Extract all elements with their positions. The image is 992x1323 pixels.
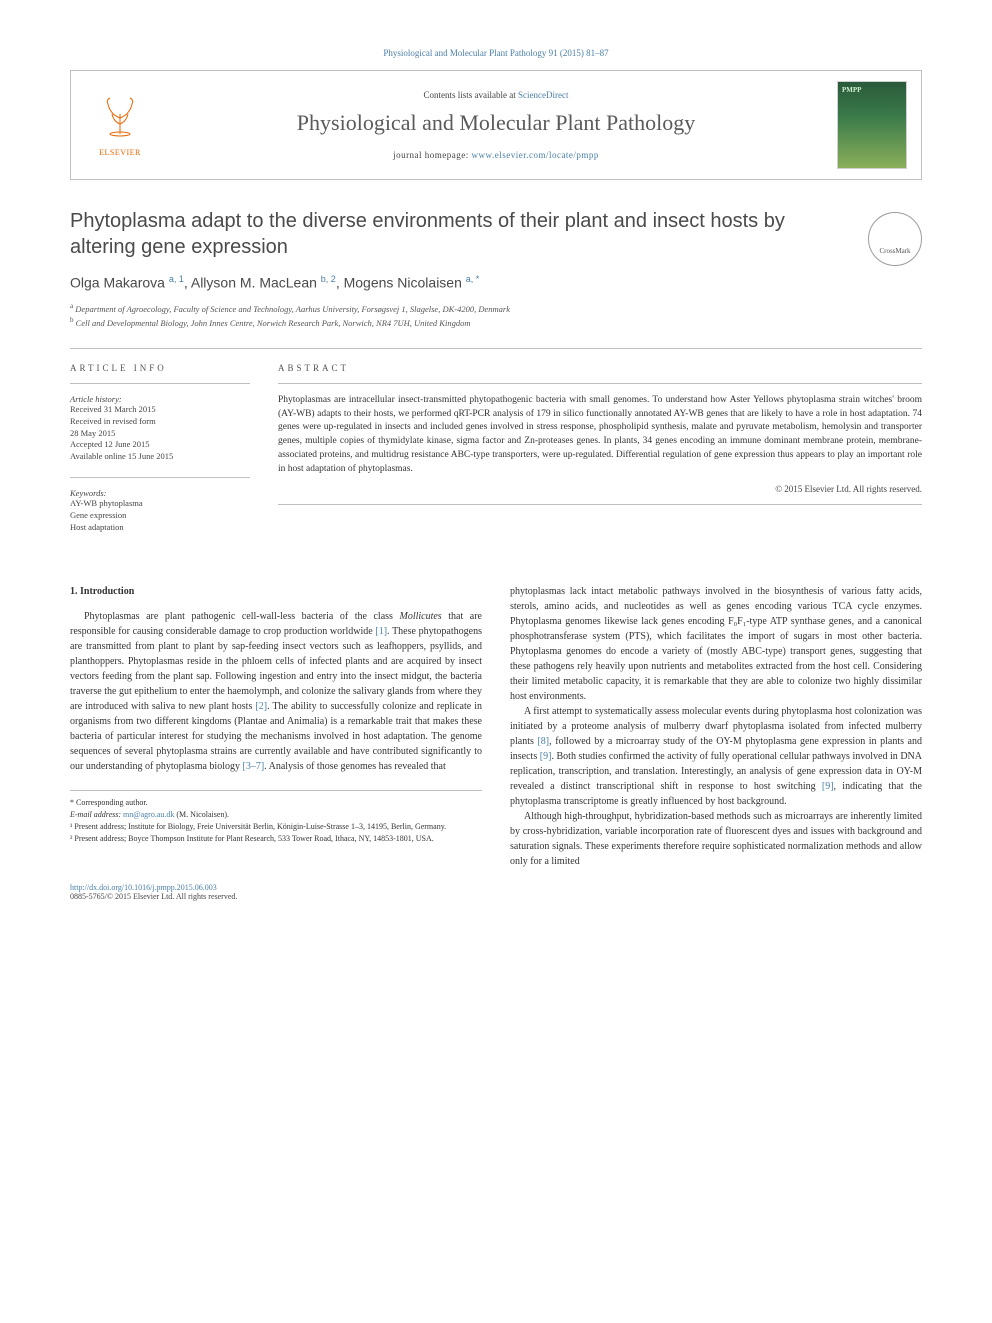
divider (278, 504, 922, 505)
email-suffix: (M. Nicolaisen). (174, 810, 229, 819)
bottom-bar: http://dx.doi.org/10.1016/j.pmpp.2015.06… (70, 883, 922, 901)
abstract-copyright: © 2015 Elsevier Ltd. All rights reserved… (278, 484, 922, 494)
divider (70, 383, 250, 384)
body-paragraph: A first attempt to systematically assess… (510, 704, 922, 809)
title-block: Phytoplasma adapt to the diverse environ… (70, 208, 854, 330)
info-abstract-row: ARTICLE INFO Article history: Received 3… (70, 363, 922, 548)
history-line: Received 31 March 2015 (70, 404, 250, 416)
corresponding-author: * Corresponding author. (70, 797, 482, 809)
body-column-left: 1. Introduction Phytoplasmas are plant p… (70, 584, 482, 869)
contents-prefix: Contents lists available at (424, 90, 518, 100)
journal-name: Physiological and Molecular Plant Pathol… (163, 110, 829, 136)
contents-available-line: Contents lists available at ScienceDirec… (163, 90, 829, 100)
keyword: Gene expression (70, 510, 250, 522)
doi-link[interactable]: http://dx.doi.org/10.1016/j.pmpp.2015.06… (70, 883, 217, 892)
affiliations: a Department of Agroecology, Faculty of … (70, 301, 854, 330)
publisher-logo-block: ELSEVIER (85, 95, 155, 155)
abstract-header: ABSTRACT (278, 363, 922, 373)
homepage-line: journal homepage: www.elsevier.com/locat… (163, 150, 829, 160)
keyword: Host adaptation (70, 522, 250, 534)
article-info-header: ARTICLE INFO (70, 363, 250, 373)
history-line: Accepted 12 June 2015 (70, 439, 250, 451)
body-paragraph: phytoplasmas lack intact metabolic pathw… (510, 584, 922, 704)
header-center: Contents lists available at ScienceDirec… (155, 90, 837, 160)
body-column-right: phytoplasmas lack intact metabolic pathw… (510, 584, 922, 869)
section-heading: 1. Introduction (70, 584, 482, 599)
article-info-column: ARTICLE INFO Article history: Received 3… (70, 363, 250, 548)
sciencedirect-link[interactable]: ScienceDirect (518, 90, 568, 100)
affiliation-a: a Department of Agroecology, Faculty of … (70, 301, 854, 316)
publisher-name: ELSEVIER (99, 148, 141, 157)
cover-label: PMPP (842, 86, 861, 94)
citation-line: Physiological and Molecular Plant Pathol… (70, 48, 922, 58)
article-history: Article history: Received 31 March 2015 … (70, 394, 250, 463)
body-paragraph: Although high-throughput, hybridization-… (510, 809, 922, 869)
body-paragraph: Phytoplasmas are plant pathogenic cell-w… (70, 609, 482, 774)
crossmark-badge[interactable]: CrossMark (868, 212, 922, 266)
journal-header: ELSEVIER Contents lists available at Sci… (70, 70, 922, 180)
elsevier-logo: ELSEVIER (93, 95, 148, 155)
abstract-column: ABSTRACT Phytoplasmas are intracellular … (278, 363, 922, 548)
article-title: Phytoplasma adapt to the diverse environ… (70, 208, 854, 260)
affiliation-b: b Cell and Developmental Biology, John I… (70, 315, 854, 330)
affiliation-b-text: Cell and Developmental Biology, John Inn… (76, 318, 471, 328)
body-columns: 1. Introduction Phytoplasmas are plant p… (70, 584, 922, 869)
footnotes: * Corresponding author. E-mail address: … (70, 790, 482, 845)
elsevier-tree-icon (98, 94, 142, 146)
authors-line: Olga Makarova a, 1, Allyson M. MacLean b… (70, 274, 854, 291)
crossmark-icon (885, 224, 905, 244)
issn-copyright: 0885-5765/© 2015 Elsevier Ltd. All right… (70, 892, 922, 901)
crossmark-label: CrossMark (879, 247, 910, 255)
email-label: E-mail address: (70, 810, 123, 819)
footnote-2: ² Present address; Boyce Thompson Instit… (70, 833, 482, 845)
email-line: E-mail address: mn@agro.au.dk (M. Nicola… (70, 809, 482, 821)
footnote-1: ¹ Present address; Institute for Biology… (70, 821, 482, 833)
history-label: Article history: (70, 394, 250, 404)
homepage-prefix: journal homepage: (393, 150, 471, 160)
history-line: 28 May 2015 (70, 428, 250, 440)
keyword: AY-WB phytoplasma (70, 498, 250, 510)
keywords-label: Keywords: (70, 488, 250, 498)
affiliation-a-text: Department of Agroecology, Faculty of Sc… (75, 303, 510, 313)
homepage-url[interactable]: www.elsevier.com/locate/pmpp (472, 150, 599, 160)
title-row: Phytoplasma adapt to the diverse environ… (70, 208, 922, 330)
history-line: Received in revised form (70, 416, 250, 428)
history-line: Available online 15 June 2015 (70, 451, 250, 463)
abstract-text: Phytoplasmas are intracellular insect-tr… (278, 394, 922, 477)
journal-cover-thumbnail: PMPP (837, 81, 907, 169)
divider (70, 348, 922, 349)
email-address[interactable]: mn@agro.au.dk (123, 810, 174, 819)
article-page: Physiological and Molecular Plant Pathol… (0, 0, 992, 941)
divider (278, 383, 922, 384)
divider (70, 477, 250, 478)
keywords-block: Keywords: AY-WB phytoplasma Gene express… (70, 488, 250, 534)
